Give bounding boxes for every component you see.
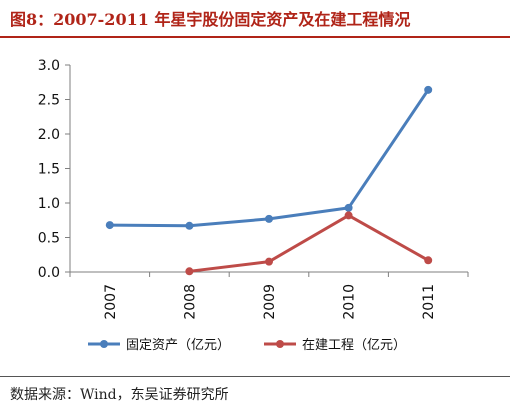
series-2-point — [424, 256, 433, 265]
legend-label: 在建工程（亿元） — [302, 338, 406, 353]
y-tick-label: 2.5 — [38, 93, 60, 109]
series-line-1 — [109, 89, 430, 228]
title-divider — [0, 36, 510, 38]
series-1-point — [344, 203, 353, 212]
x-tick-label: 2011 — [421, 284, 437, 320]
source-divider — [0, 376, 510, 377]
y-tick-label: 1.5 — [38, 162, 60, 178]
series-layer — [105, 85, 433, 276]
series-line-2 — [189, 213, 429, 273]
chart-title: 图8：2007-2011 年星宇股份固定资产及在建工程情况 — [10, 10, 411, 29]
y-tick-label: 0.0 — [38, 265, 60, 281]
legend-label: 固定资产（亿元） — [126, 338, 230, 353]
x-tick-label: 2008 — [182, 284, 198, 320]
series-1-point — [185, 221, 194, 230]
legend-swatch-marker — [276, 340, 284, 348]
x-tick-label: 2009 — [262, 284, 278, 320]
series-2-point — [185, 267, 194, 276]
line-chart: 0.0 0.5 1.0 1.5 2.0 2.5 3.0 2007 2008 2009 2010 201… — [38, 58, 469, 353]
legend-swatch-marker — [100, 340, 108, 348]
x-tick-label: 2007 — [103, 284, 119, 320]
y-tick-label: 0.5 — [38, 231, 60, 247]
y-tick-label: 2.0 — [38, 127, 60, 143]
y-tick-label: 3.0 — [38, 58, 60, 74]
series-1-point — [105, 221, 114, 230]
series-2-point — [344, 211, 353, 220]
chart-legend: 固定资产（亿元） 在建工程（亿元） — [88, 338, 406, 353]
x-tick-label: 2010 — [342, 284, 358, 320]
chart-axes: 0.0 0.5 1.0 1.5 2.0 2.5 3.0 2007 2008 2009 2010 201… — [38, 58, 469, 320]
y-tick-label: 1.0 — [38, 196, 60, 212]
series-2-point — [265, 257, 273, 266]
series-1-point — [265, 214, 273, 223]
series-1-point — [424, 85, 433, 94]
source-note: 数据来源：Wind，东吴证券研究所 — [10, 387, 229, 403]
